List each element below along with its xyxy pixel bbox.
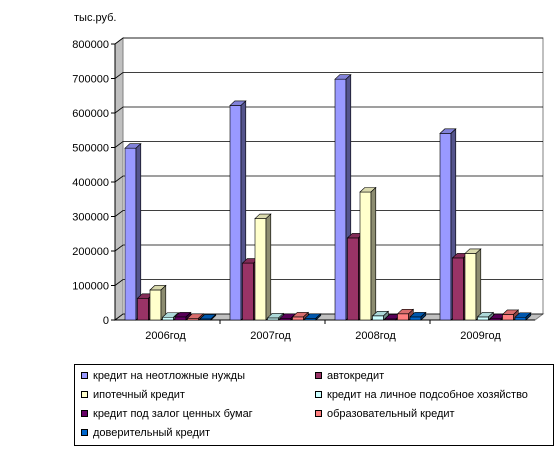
legend-label: автокредит xyxy=(327,370,385,382)
bar-6-2007год xyxy=(292,316,304,321)
bar-side-face xyxy=(135,142,142,321)
gridline xyxy=(114,141,543,148)
legend-label: образовательный кредит xyxy=(327,408,455,420)
bar-3-2006год xyxy=(149,289,162,321)
bar-2-2006год xyxy=(137,297,149,321)
bar-1-2009год xyxy=(439,133,452,321)
y-tick-label: 300000 xyxy=(72,212,109,224)
y-axis-unit-label: тыс.руб. xyxy=(74,12,117,24)
bar-3-2009год xyxy=(464,253,477,321)
bar-4-2007год xyxy=(267,317,279,321)
x-tick-label: 2006год xyxy=(145,330,186,342)
bar-5-2006год xyxy=(174,316,187,321)
bar-side-face xyxy=(525,312,532,321)
bar-2-2007год xyxy=(242,262,254,321)
gridline xyxy=(114,106,543,114)
bar-3-2008год xyxy=(359,191,372,321)
bar-3-2007год xyxy=(254,218,267,321)
bar-side-face xyxy=(475,248,482,321)
gridline xyxy=(114,279,543,286)
legend-swatch xyxy=(81,410,88,417)
y-tick-label: 0 xyxy=(103,315,109,327)
legend-swatch xyxy=(315,372,322,379)
bar-6-2009год xyxy=(502,314,514,321)
gridline xyxy=(114,175,543,183)
bar-6-2008год xyxy=(397,313,409,321)
legend-swatch xyxy=(81,372,88,379)
legend-swatch xyxy=(315,410,322,417)
gridline xyxy=(114,37,543,45)
bar-4-2009год xyxy=(477,316,489,321)
y-tick-label: 500000 xyxy=(72,143,109,155)
bar-side-face xyxy=(315,313,322,321)
chart-legend: кредит на неотложные нужды автокредит ипот… xyxy=(74,364,554,446)
legend-label: кредит под залог ценных бумаг xyxy=(93,408,253,420)
bar-2-2009год xyxy=(452,257,464,321)
y-tick-label: 700000 xyxy=(72,74,109,86)
bar-1-2006год xyxy=(124,147,137,321)
bar-4-2006год xyxy=(162,316,174,321)
y-tick-label: 800000 xyxy=(72,39,109,51)
legend-label: доверительный кредит xyxy=(93,427,211,439)
y-tick-label: 100000 xyxy=(72,281,109,293)
gridline xyxy=(114,210,543,217)
y-tick-label: 600000 xyxy=(72,108,109,120)
bar-1-2007год xyxy=(229,105,242,321)
x-tick-label: 2008год xyxy=(355,330,396,342)
legend-swatch xyxy=(81,429,88,436)
bar-4-2008год xyxy=(372,315,384,321)
legend-swatch xyxy=(315,391,322,398)
bar-side-face xyxy=(265,213,272,321)
gridline xyxy=(114,72,543,79)
x-tick-label: 2009год xyxy=(460,330,501,342)
legend-label: ипотечный кредит xyxy=(93,389,185,401)
bar-7-2008год xyxy=(409,316,422,321)
bar-1-2008год xyxy=(334,78,347,321)
bar-side-face xyxy=(210,313,217,321)
bar-2-2008год xyxy=(347,237,359,321)
legend-label: кредит на неотложные нужды xyxy=(93,370,246,382)
bar-side-face xyxy=(420,311,427,321)
y-tick-label: 200000 xyxy=(72,246,109,258)
y-tick-label: 400000 xyxy=(72,177,109,189)
gridline xyxy=(114,244,543,252)
legend-label: кредит на личное подсобное хозяйство xyxy=(327,389,528,401)
bar-side-face xyxy=(370,186,377,321)
x-tick-label: 2007год xyxy=(250,330,291,342)
legend-swatch xyxy=(81,391,88,398)
bar-7-2009год xyxy=(514,316,527,321)
